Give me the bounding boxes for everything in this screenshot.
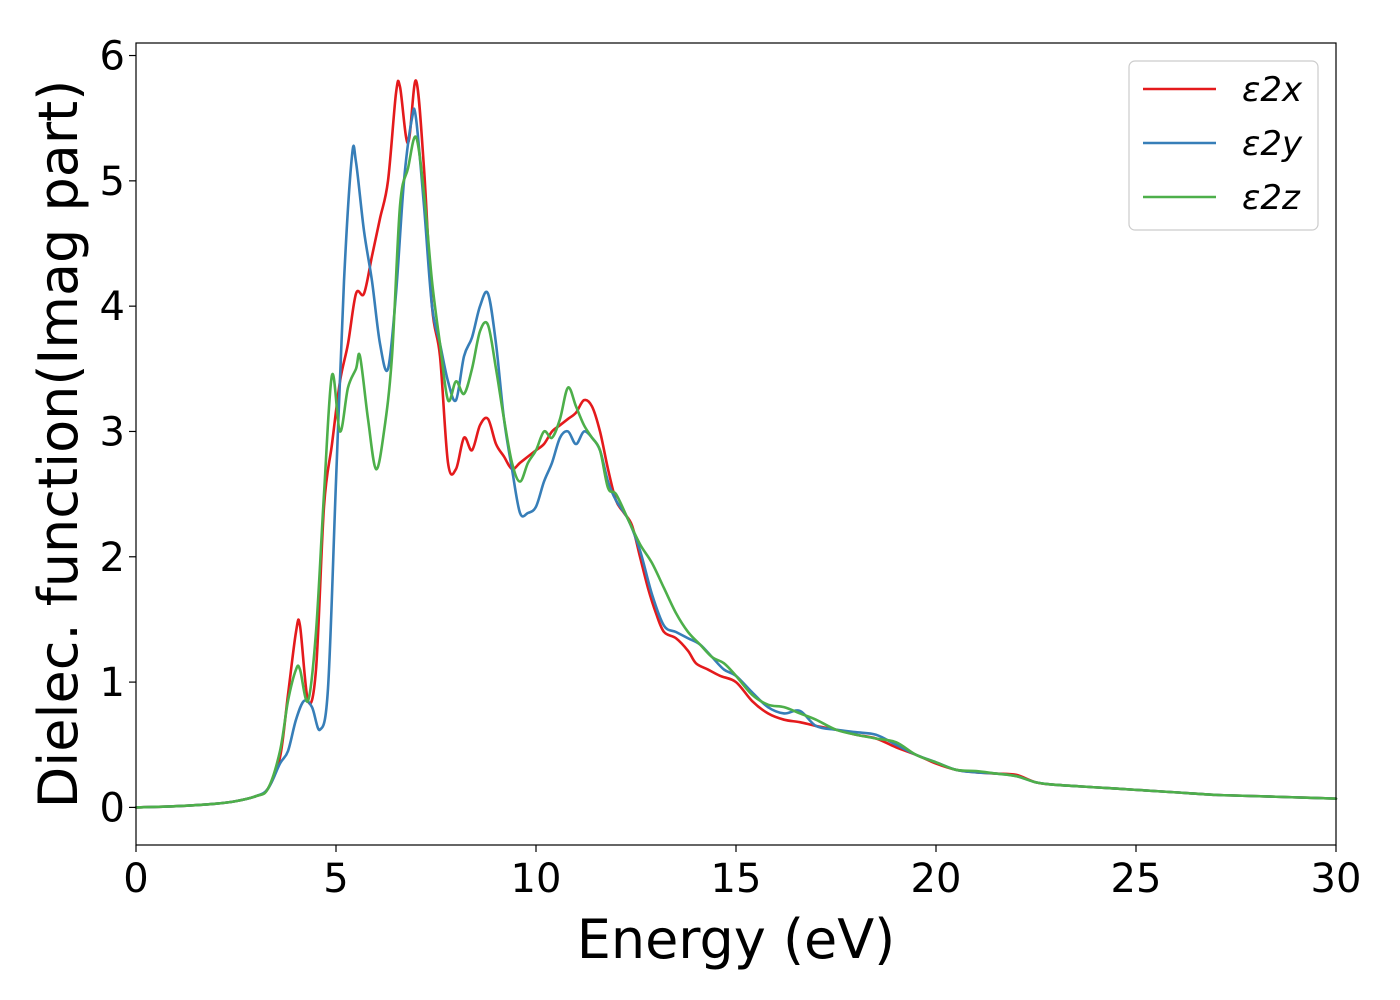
legend-label-2: ε2y [1242,124,1303,164]
y-tick-label: 2 [100,535,125,581]
y-axis-title: Dielec. function(Imag part) [27,80,90,809]
x-tick-label: 5 [323,856,348,902]
y-tick-label: 0 [100,785,125,831]
x-tick-label: 30 [1311,856,1362,902]
x-tick-label: 10 [511,856,562,902]
x-tick-label: 25 [1111,856,1162,902]
legend-label-3: ε2z [1242,178,1301,218]
y-tick-label: 5 [100,159,125,205]
x-tick-label: 20 [911,856,962,902]
legend: ε2x ε2y ε2z [1129,61,1318,230]
y-tick-label: 6 [100,34,125,80]
y-tick-label: 4 [100,284,125,330]
y-tick-label: 1 [100,660,125,706]
x-axis-title: Energy (eV) [577,908,896,971]
x-tick-label: 0 [123,856,148,902]
legend-label-1: ε2x [1242,70,1303,110]
x-tick-label: 15 [711,856,762,902]
y-tick-label: 3 [100,409,125,455]
